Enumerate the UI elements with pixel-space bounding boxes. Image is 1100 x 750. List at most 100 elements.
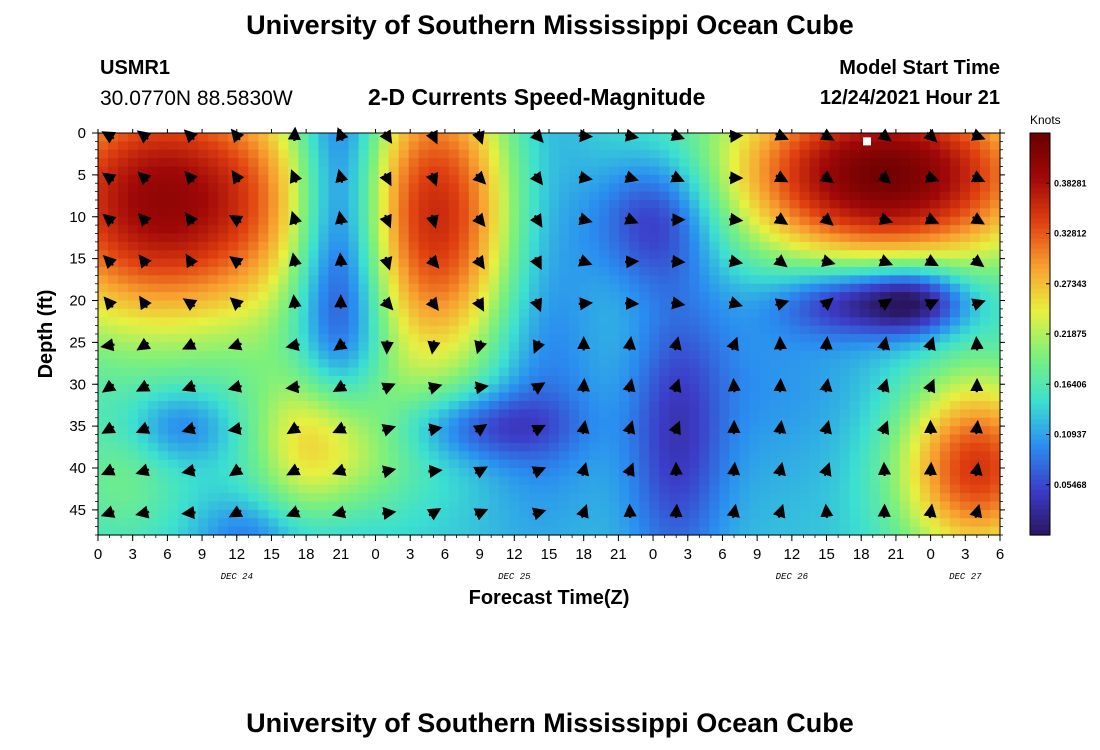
heat-cell: [178, 183, 189, 193]
heat-cell: [849, 267, 861, 276]
heat-cell: [669, 225, 680, 235]
heat-cell: [348, 426, 360, 436]
current-arrow: [728, 254, 744, 268]
colorbar-segment: [1030, 389, 1050, 395]
heat-cell: [909, 417, 921, 427]
heat-cell: [909, 459, 921, 469]
heat-cell: [538, 334, 550, 343]
speed-heatmap: [98, 133, 1001, 536]
heat-cell: [719, 292, 730, 302]
heat-cell: [168, 241, 179, 251]
heat-cell: [829, 509, 841, 519]
heat-cell: [939, 518, 951, 528]
heat-cell: [238, 426, 249, 436]
heat-cell: [979, 526, 991, 536]
heat-cell: [358, 451, 370, 461]
heat-cell: [989, 275, 1001, 285]
heat-cell: [368, 342, 380, 352]
heat-cell: [799, 166, 811, 176]
heat-cell: [959, 334, 971, 343]
heat-cell: [448, 350, 460, 360]
heat-cell: [849, 183, 861, 193]
heat-cell: [98, 241, 109, 251]
heat-cell: [398, 392, 410, 402]
heat-cell: [348, 434, 360, 444]
heat-cell: [819, 350, 831, 360]
heat-cell: [649, 258, 660, 268]
heat-cell: [589, 225, 600, 235]
heat-cell: [759, 417, 771, 427]
heat-cell: [218, 409, 229, 419]
heat-cell: [508, 308, 520, 318]
heat-cell: [318, 350, 330, 360]
heat-cell: [148, 325, 159, 335]
heat-cell: [559, 426, 570, 436]
heat-cell: [428, 183, 440, 193]
x-tick-label: 9: [753, 546, 761, 563]
heat-cell: [919, 183, 931, 193]
heat-cell: [619, 526, 630, 536]
heat-cell: [779, 451, 791, 461]
heat-cell: [238, 208, 249, 218]
heat-cell: [458, 518, 470, 528]
heat-cell: [609, 451, 620, 461]
heat-cell: [468, 250, 480, 260]
heat-cell: [649, 225, 660, 235]
heat-cell: [909, 308, 921, 318]
heat-cell: [769, 350, 781, 360]
heat-cell: [408, 442, 420, 452]
heat-cell: [609, 283, 620, 293]
heat-cell: [639, 250, 650, 260]
heat-cell: [508, 258, 520, 268]
heat-cell: [328, 493, 340, 503]
heat-cell: [589, 334, 600, 343]
heat-cell: [739, 200, 751, 209]
heat-cell: [358, 300, 370, 310]
heat-cell: [338, 518, 350, 528]
heat-cell: [228, 442, 239, 452]
heat-cell: [759, 350, 771, 360]
heat-cell: [408, 149, 420, 159]
heat-cell: [278, 501, 290, 511]
heat-cell: [158, 334, 169, 343]
current-arrow: [381, 465, 397, 479]
heat-cell: [949, 350, 961, 360]
heat-cell: [969, 442, 981, 452]
heat-cell: [148, 225, 159, 235]
heat-cell: [368, 501, 380, 511]
heat-cell: [108, 208, 119, 218]
heat-cell: [128, 158, 139, 168]
heat-cell: [408, 476, 420, 486]
heat-cell: [709, 526, 720, 536]
heat-cell: [919, 417, 931, 427]
heat-cell: [268, 141, 279, 151]
heat-cell: [839, 476, 851, 486]
heat-cell: [889, 401, 901, 410]
heat-cell: [789, 275, 801, 285]
x-tick-label: 9: [475, 546, 483, 563]
heat-cell: [939, 233, 951, 243]
heat-cell: [679, 442, 690, 452]
heat-cell: [428, 158, 440, 168]
heat-cell: [508, 241, 520, 251]
heat-cell: [148, 208, 159, 218]
heat-cell: [719, 208, 730, 218]
heat-cell: [508, 141, 520, 151]
heat-cell: [458, 392, 470, 402]
heat-cell: [98, 292, 109, 302]
heat-cell: [138, 401, 149, 410]
heat-cell: [649, 426, 660, 436]
heat-cell: [829, 149, 841, 159]
heat-cell: [789, 158, 801, 168]
heat-cell: [679, 292, 690, 302]
heat-cell: [208, 434, 219, 444]
heat-cell: [619, 392, 630, 402]
heat-cell: [669, 149, 680, 159]
heat-cell: [599, 434, 610, 444]
heat-cell: [318, 250, 330, 260]
heat-cell: [198, 350, 209, 360]
heat-cell: [939, 434, 951, 444]
heat-cell: [438, 267, 450, 276]
heat-cell: [358, 526, 370, 536]
heat-cell: [849, 292, 861, 302]
